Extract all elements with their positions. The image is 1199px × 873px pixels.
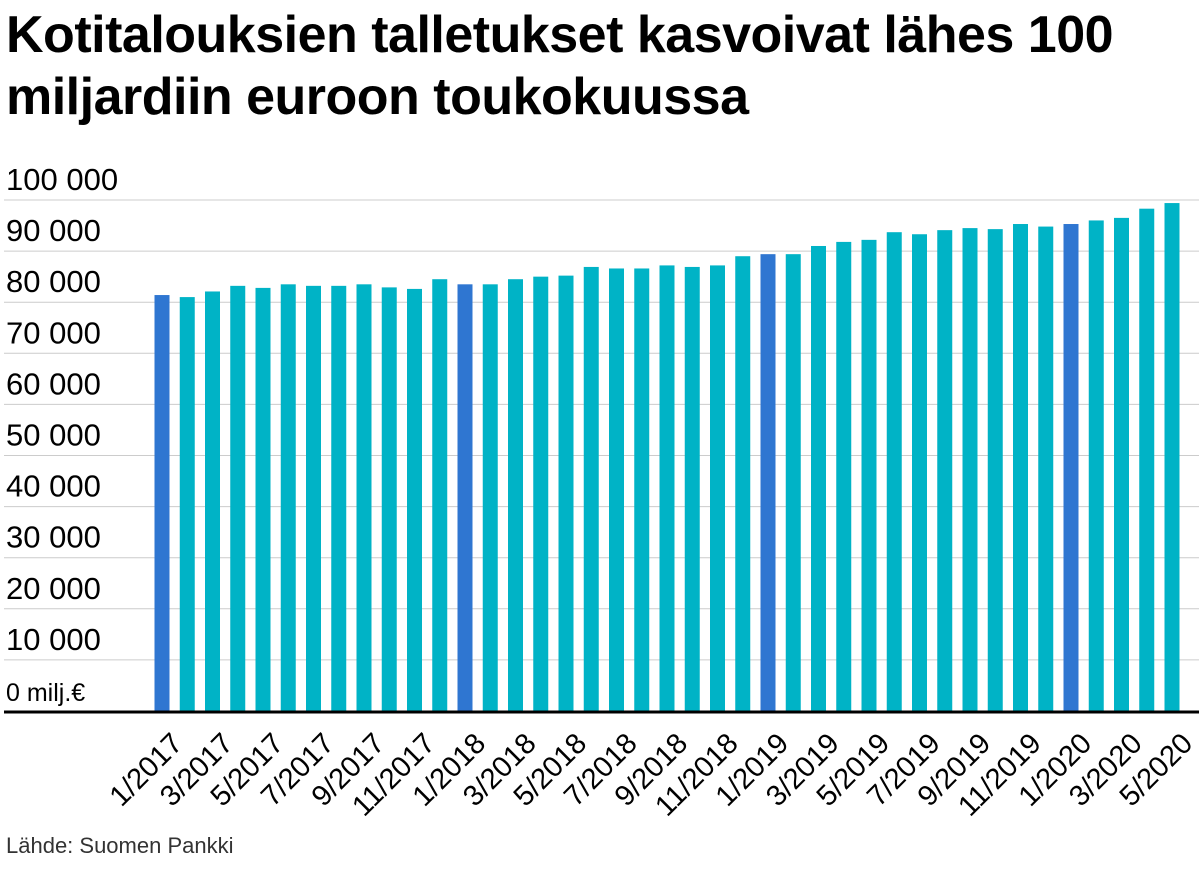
bar-6-2019 (886, 232, 902, 711)
bar-2-2018 (482, 284, 498, 711)
bars (154, 203, 1180, 712)
source-note: Lähde: Suomen Pankki (6, 833, 234, 858)
bar-6-2017 (280, 284, 296, 711)
bar-2-2020 (1088, 220, 1104, 711)
y-tick-label: 80 000 (6, 264, 101, 299)
bar-1-2017 (154, 295, 170, 711)
y-tick-label: 70 000 (6, 315, 101, 350)
bar-12-2019 (1038, 226, 1054, 711)
x-axis-labels: 1/20173/20175/20177/20179/201711/20171/2… (104, 727, 1199, 822)
y-tick-label: 60 000 (6, 366, 101, 401)
bar-9-2018 (659, 265, 675, 711)
bar-5-2018 (558, 275, 574, 711)
bar-8-2018 (634, 268, 650, 711)
bar-1-2020 (1063, 224, 1079, 711)
bar-5-2020 (1164, 203, 1180, 712)
bar-1-2018 (457, 284, 473, 711)
bar-10-2017 (381, 287, 397, 711)
bar-4-2020 (1139, 208, 1155, 711)
y-axis-labels: 0 milj.€ 10 000 20 000 30 000 40 000 50 000 60… (6, 162, 118, 707)
bar-11-2019 (1013, 224, 1028, 711)
bar-8-2019 (937, 230, 953, 712)
bar-4-2019 (836, 241, 852, 712)
bar-7-2018 (609, 268, 624, 711)
bar-12-2018 (735, 256, 751, 711)
bar-11-2017 (407, 288, 422, 711)
bar-2-2017 (179, 297, 195, 711)
bar-10-2018 (684, 266, 700, 711)
bar-11-2018 (710, 265, 725, 711)
bar-12-2017 (432, 279, 448, 711)
bar-10-2019 (987, 229, 1003, 711)
bar-5-2019 (861, 239, 877, 711)
bar-1-2019 (760, 254, 776, 711)
bar-9-2017 (356, 284, 372, 711)
bar-4-2018 (533, 276, 549, 711)
chart-title: Kotitalouksien talletukset kasvoivat läh… (6, 6, 1114, 126)
y-tick-label: 0 milj.€ (6, 679, 85, 707)
bar-7-2017 (306, 285, 321, 711)
bar-7-2019 (912, 234, 927, 711)
bar-2-2019 (785, 254, 801, 711)
y-tick-label: 50 000 (6, 418, 101, 453)
y-tick-label: 90 000 (6, 213, 101, 248)
y-tick-label: 100 000 (6, 162, 118, 197)
bar-3-2017 (205, 291, 220, 711)
bar-5-2017 (255, 287, 271, 711)
bar-9-2019 (962, 228, 978, 712)
y-tick-label: 10 000 (6, 622, 101, 657)
bar-3-2018 (508, 279, 523, 711)
y-tick-label: 20 000 (6, 571, 101, 606)
y-tick-label: 40 000 (6, 469, 101, 504)
y-tick-label: 30 000 (6, 520, 101, 555)
bar-4-2017 (230, 285, 246, 711)
bar-3-2019 (811, 245, 826, 712)
bar-6-2018 (583, 266, 599, 711)
bar-8-2017 (331, 285, 347, 711)
bar-3-2020 (1114, 217, 1129, 711)
